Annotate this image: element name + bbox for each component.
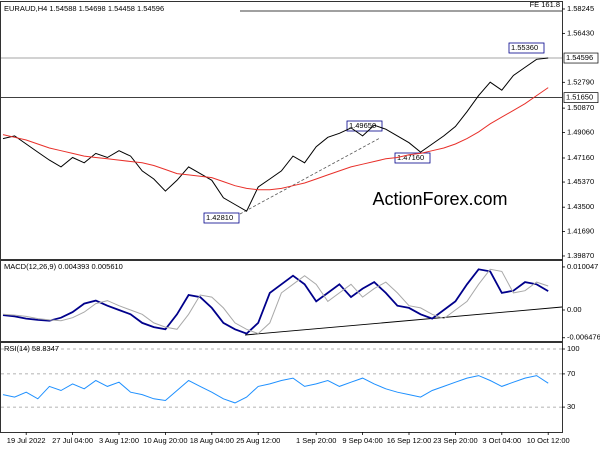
- level-label-box: [563, 92, 599, 103]
- y-tick-label: 1.52790: [567, 77, 594, 86]
- x-tick-label: 19 Jul 2022: [7, 436, 46, 445]
- level-label-box: [563, 52, 599, 64]
- x-tick-label: 25 Aug 12:00: [236, 436, 280, 445]
- y-tick-label: 1.47160: [567, 153, 594, 162]
- y-tick-label: 1.50870: [567, 103, 594, 112]
- price-label: 1.47160: [397, 153, 424, 162]
- series-line: [2, 57, 549, 212]
- price-label-box: [203, 212, 240, 224]
- price-label-box: [508, 42, 545, 54]
- y-tick-label: 1.56430: [567, 28, 594, 37]
- series-line: [2, 87, 549, 191]
- y-tick-label: 1.45370: [567, 177, 594, 186]
- x-tick-label: 18 Aug 04:00: [190, 436, 234, 445]
- y-tick-label: 0.010047: [567, 262, 598, 271]
- x-tick-label: 16 Sep 12:00: [387, 436, 432, 445]
- panel-title: MACD(12,26,9) 0.004393 0.005610: [4, 262, 123, 271]
- panel-frame: [0, 342, 563, 433]
- y-tick-label: 30: [567, 402, 575, 411]
- y-tick-label: 1.58245: [567, 4, 594, 13]
- y-tick-label: 1.41690: [567, 227, 594, 236]
- y-tick-label: 0.00: [567, 305, 582, 314]
- trend-line: [239, 137, 381, 215]
- y-tick-label: 1.43500: [567, 202, 594, 211]
- panel-frame: [0, 1, 563, 260]
- y-tick-label: 1.39870: [567, 251, 594, 260]
- level-label: 1.51650: [566, 93, 593, 102]
- price-label: FE 161.8: [530, 0, 560, 9]
- level-label: 1.54596: [566, 53, 593, 62]
- price-label: 1.55360: [511, 43, 538, 52]
- x-tick-label: 3 Oct 04:00: [482, 436, 521, 445]
- y-tick-label: -0.006476: [567, 333, 600, 342]
- x-tick-label: 27 Jul 04:00: [52, 436, 93, 445]
- panel-frame: [0, 260, 563, 342]
- watermark: ActionForex.com: [372, 189, 507, 209]
- y-tick-label: 1.49060: [567, 127, 594, 136]
- x-tick-label: 1 Sep 20:00: [296, 436, 336, 445]
- chart-header: EURAUD,H4 1.54588 1.54698 1.54458 1.5459…: [4, 4, 164, 13]
- x-tick-label: 10 Oct 12:00: [527, 436, 570, 445]
- panel-title: RSI(14) 58.8347: [4, 344, 59, 353]
- series-line: [2, 268, 549, 335]
- x-tick-label: 9 Sep 04:00: [342, 436, 382, 445]
- trend-line: [244, 306, 563, 336]
- series-line: [2, 268, 549, 335]
- price-label: 1.42810: [206, 213, 233, 222]
- price-label-box: [346, 120, 383, 132]
- x-tick-label: 3 Aug 12:00: [99, 436, 139, 445]
- y-tick-label: 70: [567, 369, 575, 378]
- y-tick-label: 100: [567, 344, 580, 353]
- x-tick-label: 10 Aug 20:00: [143, 436, 187, 445]
- price-label: 1.49650: [349, 121, 376, 130]
- series-line: [2, 375, 549, 404]
- x-tick-label: 23 Sep 20:00: [433, 436, 478, 445]
